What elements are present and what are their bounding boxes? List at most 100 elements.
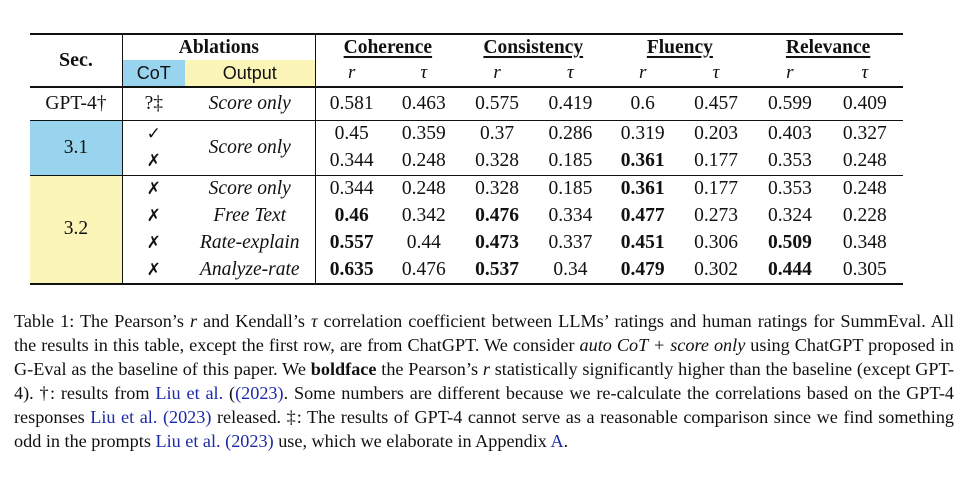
consistency-header: Consistency (459, 33, 607, 60)
value-cell: 0.403 (753, 119, 827, 147)
value-cell: 0.248 (842, 149, 887, 171)
value-cell: 0.45 (314, 119, 388, 147)
value-cell: 0.328 (459, 174, 535, 202)
value-cell: 0.361 (620, 149, 665, 171)
value-cell: 0.6 (606, 86, 679, 120)
value-cell: 0.185 (548, 149, 593, 171)
value-cell: 0.248 (826, 174, 903, 202)
value-cell: 0.344 (314, 147, 388, 175)
pearson-r-symbol: r (189, 311, 198, 331)
ablations-header: Ablations (121, 33, 316, 60)
fluency-header: Fluency (606, 33, 754, 60)
kendall-tau-symbol: τ (310, 311, 318, 331)
table-row: ✗ 0.344 0.248 0.328 0.185 0.361 0.177 0.… (30, 147, 903, 175)
output-cell: Analyze-rate (184, 256, 316, 285)
value-cell: 0.419 (534, 86, 607, 120)
value-cell: 0.337 (548, 231, 593, 253)
sec-cell: GPT-4† (30, 86, 123, 120)
value-cell: 0.348 (842, 231, 887, 253)
value-cell: 0.359 (387, 119, 460, 147)
value-cell: 0.575 (459, 86, 535, 120)
citation-year-link[interactable]: (2023) (235, 383, 284, 403)
coherence-tau-header: τ (420, 62, 428, 83)
cot-cell: ✗ (121, 202, 185, 229)
value-cell: 0.342 (401, 204, 446, 226)
relevance-tau-header: τ (861, 62, 869, 83)
citation-year-link[interactable]: (2023) (162, 407, 212, 427)
consistency-r-header: r (493, 62, 501, 83)
fluency-tau-header: τ (712, 62, 720, 83)
cot-cell: ✗ (121, 256, 185, 285)
table-row: ✗ Free Text 0.46 0.342 0.476 0.334 0.477… (30, 202, 903, 229)
sec-cell-3-1: 3.1 (30, 119, 123, 175)
sec-cell-3-2: 3.2 (30, 174, 123, 285)
appendix-link[interactable]: A (550, 431, 564, 451)
fluency-r-header: r (639, 62, 647, 83)
value-cell: 0.306 (694, 231, 738, 253)
value-cell: 0.476 (475, 204, 520, 226)
value-cell: 0.463 (387, 86, 460, 120)
value-cell: 0.353 (753, 174, 827, 202)
value-cell: 0.353 (767, 149, 812, 171)
value-cell: 0.328 (475, 149, 520, 171)
value-cell: 0.37 (459, 119, 535, 147)
value-cell: 0.409 (826, 86, 903, 120)
auto-cot-phrase: auto CoT + score only (579, 335, 746, 355)
cot-cell: ✗ (121, 174, 185, 202)
value-cell: 0.451 (620, 231, 665, 253)
value-cell: 0.509 (767, 231, 812, 253)
table-row: ✗ Rate-explain 0.557 0.44 0.473 0.337 0.… (30, 229, 903, 256)
value-cell: 0.473 (475, 231, 520, 253)
cot-header: CoT (121, 60, 185, 87)
value-cell: 0.305 (826, 256, 903, 285)
citation-link[interactable]: Liu et al. (90, 407, 158, 427)
citation-year-link[interactable]: (2023) (225, 431, 274, 451)
cot-cell: ✓ (121, 119, 185, 147)
output-cell: Score only (184, 174, 316, 202)
table-row: 3.2 ✗ Score only 0.344 0.248 0.328 0.185… (30, 174, 903, 285)
value-cell: 0.228 (842, 204, 887, 226)
results-table: Sec. Ablations Coherence Consistency Flu… (30, 33, 903, 285)
coherence-r-header: r (314, 60, 388, 87)
value-cell: 0.476 (387, 256, 460, 285)
value-cell: 0.457 (678, 86, 754, 120)
value-cell: 0.319 (606, 119, 679, 147)
value-cell: 0.273 (694, 204, 738, 226)
output-cell: Free Text (213, 204, 287, 226)
table-row: ✗ Analyze-rate 0.635 0.476 0.537 0.34 0.… (30, 256, 903, 285)
value-cell: 0.327 (826, 119, 903, 147)
value-cell: 0.581 (314, 86, 388, 120)
value-cell: 0.46 (314, 202, 388, 229)
value-cell: 0.635 (314, 256, 388, 285)
output-cell: Score only (184, 119, 316, 175)
value-cell: 0.177 (694, 149, 738, 171)
value-cell: 0.248 (401, 149, 446, 171)
value-cell: 0.444 (753, 256, 827, 285)
cot-cell: ?‡ (121, 86, 185, 120)
output-header: Output (184, 60, 316, 87)
relevance-header: Relevance (753, 33, 903, 60)
value-cell: 0.44 (406, 231, 441, 253)
value-cell: 0.185 (534, 174, 607, 202)
value-cell: 0.248 (387, 174, 460, 202)
value-cell: 0.334 (548, 204, 593, 226)
value-cell: 0.344 (314, 174, 388, 202)
value-cell: 0.477 (620, 204, 665, 226)
citation-link[interactable]: Liu et al. (155, 431, 221, 451)
output-cell: Rate-explain (199, 231, 300, 253)
consistency-tau-header: τ (567, 62, 574, 83)
table-row: 3.1 ✓ Score only 0.45 0.359 0.37 0.286 0… (30, 119, 903, 175)
boldface-word: boldface (310, 359, 377, 379)
citation-link[interactable]: Liu et al. (155, 383, 224, 403)
value-cell: 0.557 (314, 229, 388, 256)
relevance-r-header: r (786, 62, 794, 83)
cot-cell: ✗ (121, 229, 185, 256)
value-cell: 0.286 (534, 119, 607, 147)
value-cell: 0.203 (678, 119, 754, 147)
value-cell: 0.177 (678, 174, 754, 202)
value-cell: 0.537 (459, 256, 535, 285)
output-cell: Score only (184, 86, 316, 120)
table-row: GPT-4† ?‡ Score only 0.581 0.463 0.575 0… (30, 86, 903, 120)
coherence-header: Coherence (314, 33, 460, 60)
value-cell: 0.34 (534, 256, 607, 285)
